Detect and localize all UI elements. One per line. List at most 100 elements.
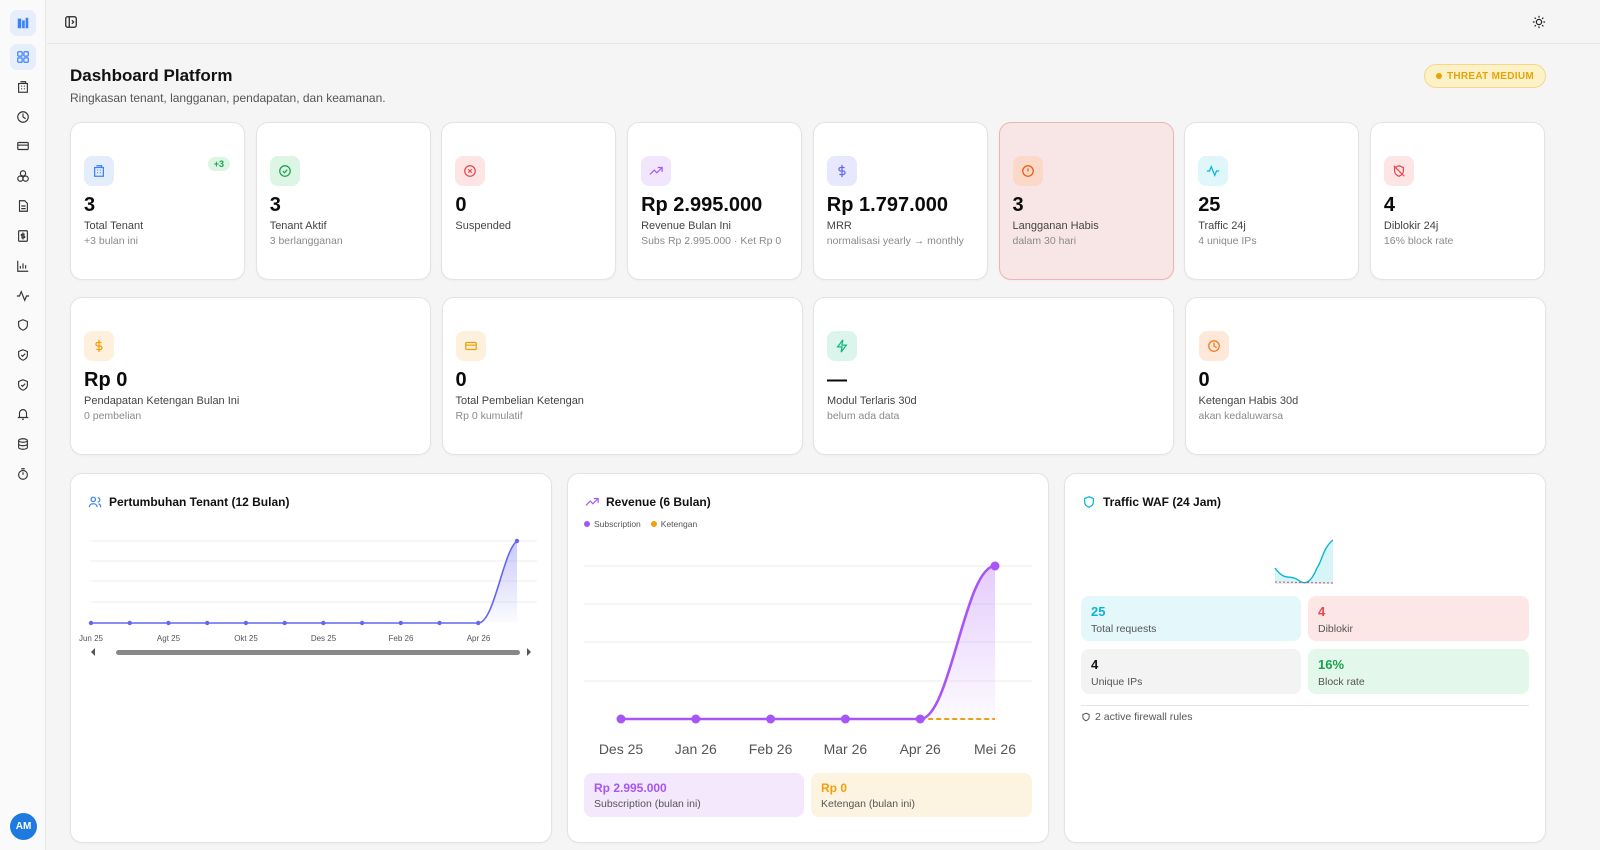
- stat-label: Total Pembelian Ketengan: [455, 395, 584, 407]
- building-icon[interactable]: [10, 74, 36, 100]
- revenue-ketengan-box: Rp 0 Ketengan (bulan ini): [811, 773, 1032, 817]
- stat-subtext: akan kedaluwarsa: [1198, 410, 1284, 422]
- stat-label: Revenue Bulan Ini: [641, 220, 731, 232]
- waf-ips-box: 4 Unique IPs: [1081, 649, 1301, 694]
- shield-icon[interactable]: [10, 312, 36, 338]
- tenant-point: [359, 620, 365, 626]
- subscription-point: [840, 714, 850, 724]
- stat-card: Rp 0 Pendapatan Ketengan Bulan Ini 0 pem…: [70, 297, 431, 455]
- revenue-card: Revenue (6 Bulan) Subscription Ketengan …: [567, 473, 1049, 843]
- stat-card: Rp 1.797.000 MRR normalisasi yearly → mo…: [812, 122, 988, 280]
- tenant-x-tick: Jun 25: [79, 634, 104, 643]
- subscription-point: [691, 714, 701, 724]
- logo-icon[interactable]: [10, 10, 36, 36]
- subscription-point: [990, 561, 1000, 571]
- zap-icon: [827, 331, 857, 361]
- waf-title: Traffic WAF (24 Jam): [1082, 495, 1221, 509]
- waf-ips-label: Unique IPs: [1091, 676, 1143, 688]
- tenant-x-tick: Okt 25: [234, 634, 258, 643]
- clock-icon[interactable]: [10, 104, 36, 130]
- scroll-right-icon: [527, 648, 531, 656]
- dashboard-grid-icon[interactable]: [10, 44, 36, 70]
- page-subtitle: Ringkasan tenant, langganan, pendapatan,…: [70, 91, 386, 105]
- users-icon: [88, 496, 102, 508]
- stat-label: Langganan Habis: [1012, 220, 1099, 232]
- credit-card-icon[interactable]: [10, 133, 36, 159]
- trending-up-icon: [585, 497, 599, 506]
- stat-label: Ketengan Habis 30d: [1198, 395, 1299, 407]
- stat-card: 25 Traffic 24j 4 unique IPs: [1184, 122, 1360, 280]
- waf-blocked-box: 4 Diblokir: [1308, 596, 1529, 641]
- tenant-area: [91, 541, 517, 623]
- threat-dot-icon: [1435, 73, 1442, 79]
- modules-icon[interactable]: [10, 163, 36, 189]
- tenant-point: [88, 620, 94, 626]
- revenue-subscription-box: Rp 2.995.000 Subscription (bulan ini): [584, 773, 804, 817]
- stat-card: 0 Ketengan Habis 30d akan kedaluwarsa: [1184, 297, 1546, 455]
- tenant-point: [282, 620, 287, 626]
- bar-chart-icon[interactable]: [10, 253, 36, 279]
- stat-label: Diblokir 24j: [1383, 220, 1439, 232]
- revenue-x-tick: Feb 26: [749, 741, 793, 757]
- dollar-icon: [826, 156, 857, 186]
- database-icon[interactable]: [10, 431, 36, 457]
- waf-blocked-value: 4: [1318, 604, 1326, 619]
- bell-icon[interactable]: [10, 401, 36, 427]
- waf-rate-box: 16% Block rate: [1308, 649, 1529, 694]
- clock-icon: [1198, 331, 1229, 361]
- waf-rate-value: 16%: [1318, 657, 1345, 672]
- invoice-icon[interactable]: [10, 223, 36, 249]
- sidebar-toggle-icon[interactable]: [64, 15, 78, 29]
- stat-label: MRR: [826, 220, 852, 232]
- file-text-icon[interactable]: [10, 193, 36, 219]
- x-circle-icon: [455, 156, 486, 186]
- threat-level-badge: THREAT MEDIUM: [1424, 64, 1546, 88]
- shield-icon: [1084, 496, 1094, 508]
- stat-subtext: 16% block rate: [1383, 235, 1454, 247]
- stat-label: Traffic 24j: [1198, 220, 1246, 232]
- firewall-rules-text: 2 active firewall rules: [1095, 711, 1193, 723]
- page-title: Dashboard Platform: [70, 66, 233, 85]
- user-avatar[interactable]: AM: [10, 813, 37, 840]
- revenue-ketengan-value: Rp 0: [821, 781, 848, 795]
- shield-check-2-icon[interactable]: [10, 372, 36, 398]
- tenant-point: [166, 620, 171, 626]
- stat-value: Rp 0: [84, 369, 128, 391]
- stat-label: Suspended: [455, 220, 512, 232]
- revenue-x-tick: Mei 26: [974, 741, 1016, 757]
- waf-ips-value: 4: [1091, 657, 1099, 672]
- stat-label: Modul Terlaris 30d: [827, 395, 917, 407]
- timer-icon[interactable]: [10, 461, 36, 487]
- stat-card: 0 Total Pembelian Ketengan Rp 0 kumulati…: [441, 297, 803, 455]
- tenant-point: [204, 620, 210, 626]
- stat-subtext: 0 pembelian: [84, 410, 142, 422]
- theme-toggle-icon[interactable]: [1532, 15, 1546, 29]
- stat-card: 0 Suspended: [441, 122, 617, 280]
- revenue-x-tick: Mar 26: [824, 741, 868, 757]
- waf-divider: [1081, 705, 1529, 706]
- subscription-point: [915, 714, 925, 724]
- stat-value: Rp 1.797.000: [826, 194, 948, 216]
- waf-total-label: Total requests: [1091, 623, 1157, 635]
- stat-card: 3 Tenant Aktif 3 berlangganan: [255, 122, 431, 280]
- tenant-point: [437, 620, 442, 626]
- subscription-point: [766, 714, 776, 724]
- stat-label: Tenant Aktif: [269, 220, 327, 232]
- dollar-icon: [84, 331, 114, 361]
- stat-subtext: Rp 0 kumulatif: [455, 410, 523, 422]
- stat-value: 4: [1383, 194, 1396, 216]
- scroll-left-icon: [91, 648, 95, 656]
- revenue-ketengan-label: Ketengan (bulan ini): [821, 798, 915, 810]
- shield-check-icon[interactable]: [10, 342, 36, 368]
- sidebar: AM: [0, 0, 46, 850]
- tenant-point: [127, 620, 132, 626]
- activity-icon[interactable]: [10, 283, 36, 309]
- stat-subtext: dalam 30 hari: [1012, 235, 1077, 247]
- revenue-x-tick: Des 25: [599, 741, 644, 757]
- waf-total-box: 25 Total requests: [1081, 596, 1301, 641]
- stat-label: Total Tenant: [84, 220, 144, 232]
- stat-subtext: belum ada data: [827, 410, 900, 422]
- revenue-legend: Subscription Ketengan: [584, 519, 697, 529]
- legend-subscription: Subscription: [584, 519, 641, 529]
- tenant-x-tick: Feb 26: [389, 634, 414, 643]
